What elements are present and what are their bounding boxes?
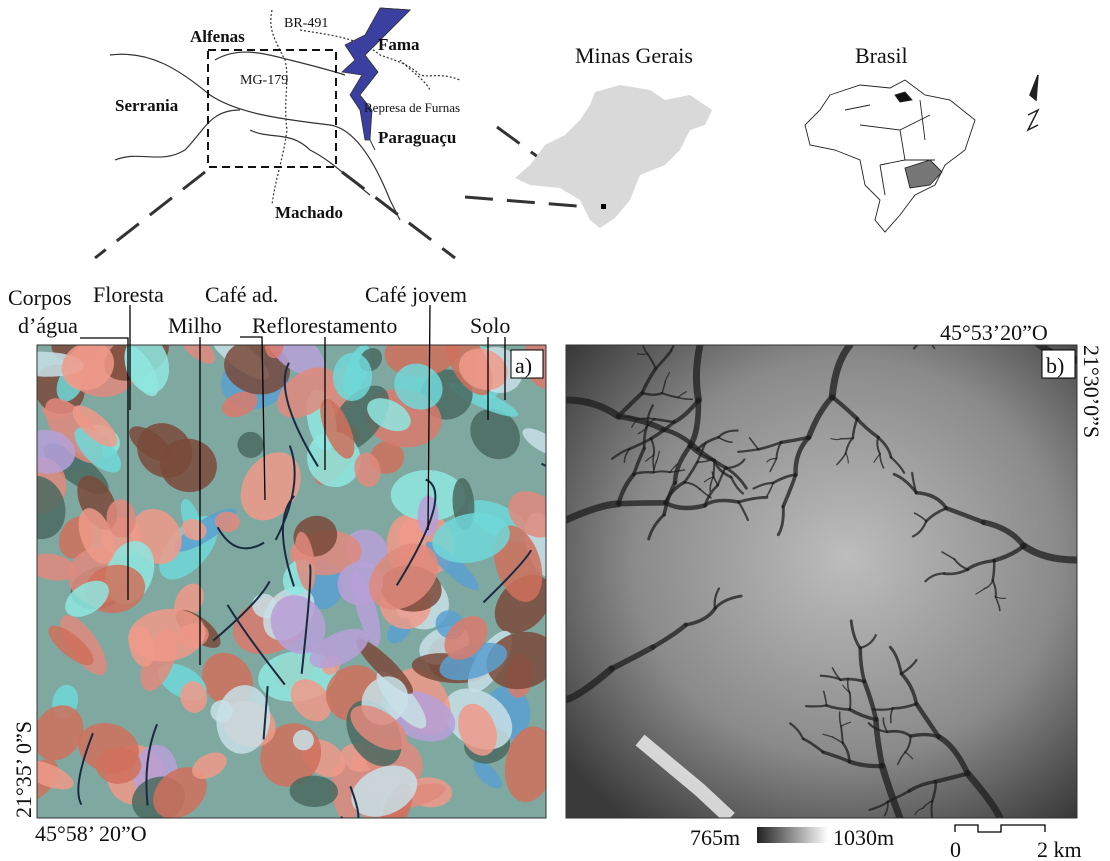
class-label: Corpos xyxy=(8,285,72,310)
road-label: BR-491 xyxy=(284,16,328,31)
valley xyxy=(951,262,961,280)
place-label: Machado xyxy=(275,203,343,222)
road xyxy=(250,130,370,195)
valley xyxy=(953,288,957,298)
valley xyxy=(913,301,943,316)
valley xyxy=(932,818,933,832)
valley xyxy=(961,266,965,280)
road-dotted xyxy=(271,10,287,205)
valley xyxy=(888,287,913,301)
valley xyxy=(653,471,670,472)
class-label: d’água xyxy=(18,313,78,338)
legend-min: 765m xyxy=(690,825,740,850)
country-shape xyxy=(805,80,975,232)
valley xyxy=(713,460,714,477)
valley xyxy=(619,503,666,504)
scale-start: 0 xyxy=(950,837,961,861)
panel-tag: b) xyxy=(1046,353,1064,378)
class-label: Café ad. xyxy=(205,282,278,307)
class-label: Milho xyxy=(168,313,222,338)
valley xyxy=(942,298,956,300)
class-label: Floresta xyxy=(93,282,164,307)
lon-label: 45°58’ 20”O xyxy=(35,821,147,846)
road-label: MG-179 xyxy=(240,73,288,88)
legend-max: 1030m xyxy=(833,825,894,850)
valley xyxy=(931,801,932,818)
valley xyxy=(696,345,700,400)
place-label: Paraguaçu xyxy=(378,128,456,147)
locator-map xyxy=(95,8,602,258)
scale-end: 2 km xyxy=(1037,837,1082,861)
panel-tag: a) xyxy=(515,353,532,378)
road-dotted xyxy=(400,60,430,90)
class-label: Reflorestamento xyxy=(252,313,397,338)
study-area-box xyxy=(208,50,336,167)
reservoir-label: Represa de Furnas xyxy=(364,100,460,115)
place-label: Serrania xyxy=(115,96,179,115)
lat-label: 21°30’0”S xyxy=(1079,345,1104,438)
zoom-line xyxy=(95,172,205,258)
lat-label: 21°35’ 0”S xyxy=(11,721,36,818)
valley xyxy=(926,818,933,826)
state-shape xyxy=(515,85,712,228)
study-location xyxy=(601,204,606,209)
map-title: Brasil xyxy=(855,43,908,68)
map-title: Minas Gerais xyxy=(575,43,693,68)
valley xyxy=(961,279,973,300)
valley xyxy=(850,693,851,710)
reservoir xyxy=(342,8,410,140)
place-label: Alfenas xyxy=(190,27,245,46)
legend-gradient xyxy=(757,827,828,843)
north-arrow xyxy=(1028,75,1038,130)
valley xyxy=(806,705,826,706)
road xyxy=(215,52,345,75)
scale-bar xyxy=(955,825,1045,832)
valley xyxy=(841,438,853,439)
class-label: Café jovem xyxy=(365,282,467,307)
country-map xyxy=(805,80,975,232)
zoom-line xyxy=(342,172,455,258)
class-label: Solo xyxy=(470,313,510,338)
lon-label: 45°53’20”O xyxy=(940,320,1048,345)
elevation-image xyxy=(566,262,1077,833)
valley xyxy=(956,298,973,301)
figure: Alfenas BR-491 Fama MG-179 Serrania Repr… xyxy=(0,0,1110,861)
river xyxy=(115,110,240,160)
satellite-image xyxy=(4,316,599,839)
place-label: Fama xyxy=(378,35,420,54)
